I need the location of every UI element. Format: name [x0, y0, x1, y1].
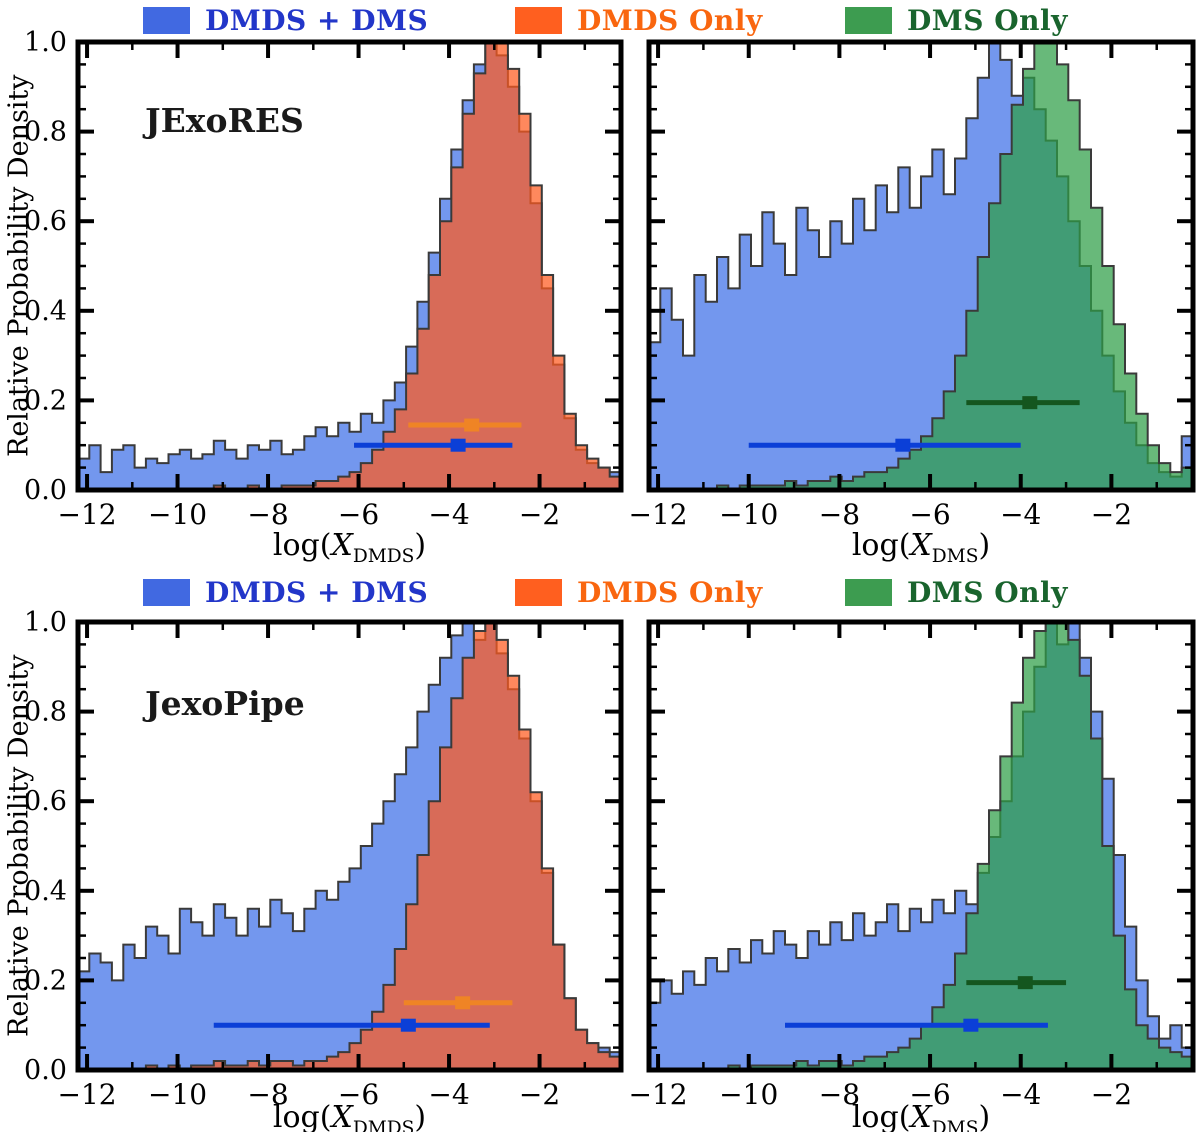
legend-swatch-dmds-only: [515, 6, 562, 34]
x-axis-label-bottom-right: log(XDMS): [851, 1100, 991, 1132]
x-tick-label: −2: [519, 1078, 560, 1111]
panel-border-bottom-left: [75, 619, 624, 1073]
green-histogram: [649, 622, 1193, 1070]
x-tick-label: −6: [909, 1078, 950, 1111]
x-tick-label: −2: [519, 498, 560, 531]
x-tick-label: −6: [909, 498, 950, 531]
y-tick-label: 0.4: [24, 296, 67, 327]
y-tick-label: 0.2: [24, 385, 67, 416]
x-axis-label-bottom-left: log(XDMDS): [272, 1100, 427, 1132]
legend-item-dmds-only: DMDS Only: [515, 573, 763, 611]
x-tick-label: −8: [247, 498, 288, 531]
legend-swatch-dms-only: [845, 578, 892, 606]
y-axis-label-top: Relative Probability Density: [3, 74, 35, 458]
legend-label: DMDS Only: [577, 3, 763, 37]
x-tick-label: −12: [58, 1078, 117, 1111]
legend-swatch-dmds-dms: [143, 578, 190, 606]
legend-item-dmds-dms: DMDS + DMS: [143, 1, 428, 39]
y-tick-label: 0.2: [24, 965, 67, 996]
legend-label: DMDS + DMS: [205, 3, 429, 37]
legend-label: DMDS + DMS: [205, 575, 429, 609]
x-tick-label: −10: [719, 1078, 778, 1111]
histograms-top-left: [78, 42, 621, 490]
y-tick-label: 1.0: [24, 607, 67, 638]
blue-errorbar-marker: [895, 438, 911, 452]
y-axis-label-bottom: Relative Probability Density: [3, 654, 35, 1038]
y-tick-label: 0.0: [24, 475, 67, 506]
green-histogram: [649, 42, 1193, 490]
panel-border-bottom-right: [646, 619, 1196, 1073]
x-tick-label: −6: [338, 1078, 379, 1111]
x-tick-label: −4: [428, 498, 469, 531]
x-tick-label: −8: [819, 1078, 860, 1111]
legend-label: DMDS Only: [577, 575, 763, 609]
green-errorbar-marker: [1022, 396, 1038, 410]
panel-annotation-jexores: JExoRES: [145, 101, 304, 140]
panel-annotation-jexopipe: JexoPipe: [145, 684, 305, 723]
histograms-top-right: [649, 42, 1193, 490]
blue-errorbar-marker: [400, 1018, 416, 1032]
panel-border-top-right: [646, 39, 1196, 493]
orange-errorbar-marker: [464, 418, 480, 432]
x-tick-label: −8: [819, 498, 860, 531]
histograms-bottom-left: [78, 622, 621, 1070]
legend-row-top: DMDS + DMS DMDS Only DMS Only: [0, 1, 1200, 39]
x-tick-label: −6: [338, 498, 379, 531]
blue-errorbar-marker: [963, 1018, 979, 1032]
x-axis-label-top-right: log(XDMS): [851, 528, 991, 567]
x-tick-label: −2: [1091, 1078, 1132, 1111]
green-errorbar-marker: [1017, 976, 1033, 990]
x-tick-label: −12: [58, 498, 117, 531]
legend-label: DMS Only: [907, 3, 1068, 37]
x-tick-label: −10: [148, 498, 207, 531]
legend-swatch-dms-only: [845, 6, 892, 34]
histograms-bottom-right: [649, 622, 1193, 1070]
x-tick-label: −2: [1091, 498, 1132, 531]
panel-border-top-left: [75, 39, 624, 493]
y-tick-label: 0.6: [24, 786, 67, 817]
legend-item-dmds-dms: DMDS + DMS: [143, 573, 428, 611]
y-tick-label: 0.6: [24, 206, 67, 237]
legend-item-dms-only: DMS Only: [845, 573, 1068, 611]
legend-swatch-dmds-only: [515, 578, 562, 606]
y-tick-label: 0.0: [24, 1055, 67, 1086]
y-tick-label: 0.8: [24, 117, 67, 148]
orange-errorbar-marker: [455, 996, 471, 1010]
orange-histogram: [78, 622, 621, 1070]
blue-errorbar-marker: [450, 438, 466, 452]
x-axis-label-top-left: log(XDMDS): [272, 528, 427, 567]
y-tick-label: 1.0: [24, 27, 67, 58]
y-tick-label: 0.8: [24, 697, 67, 728]
x-tick-label: −8: [247, 1078, 288, 1111]
x-tick-label: −10: [719, 498, 778, 531]
legend-item-dms-only: DMS Only: [845, 1, 1068, 39]
legend-row-bottom: DMDS + DMS DMDS Only DMS Only: [0, 573, 1200, 611]
x-tick-label: −4: [1000, 498, 1041, 531]
x-tick-label: −4: [428, 1078, 469, 1111]
orange-histogram: [78, 42, 621, 490]
y-tick-label: 0.4: [24, 876, 67, 907]
x-tick-label: −4: [1000, 1078, 1041, 1111]
x-tick-label: −12: [629, 1078, 688, 1111]
legend-label: DMS Only: [907, 575, 1068, 609]
legend-swatch-dmds-dms: [143, 6, 190, 34]
x-tick-label: −12: [629, 498, 688, 531]
legend-item-dmds-only: DMDS Only: [515, 1, 763, 39]
x-tick-label: −10: [148, 1078, 207, 1111]
